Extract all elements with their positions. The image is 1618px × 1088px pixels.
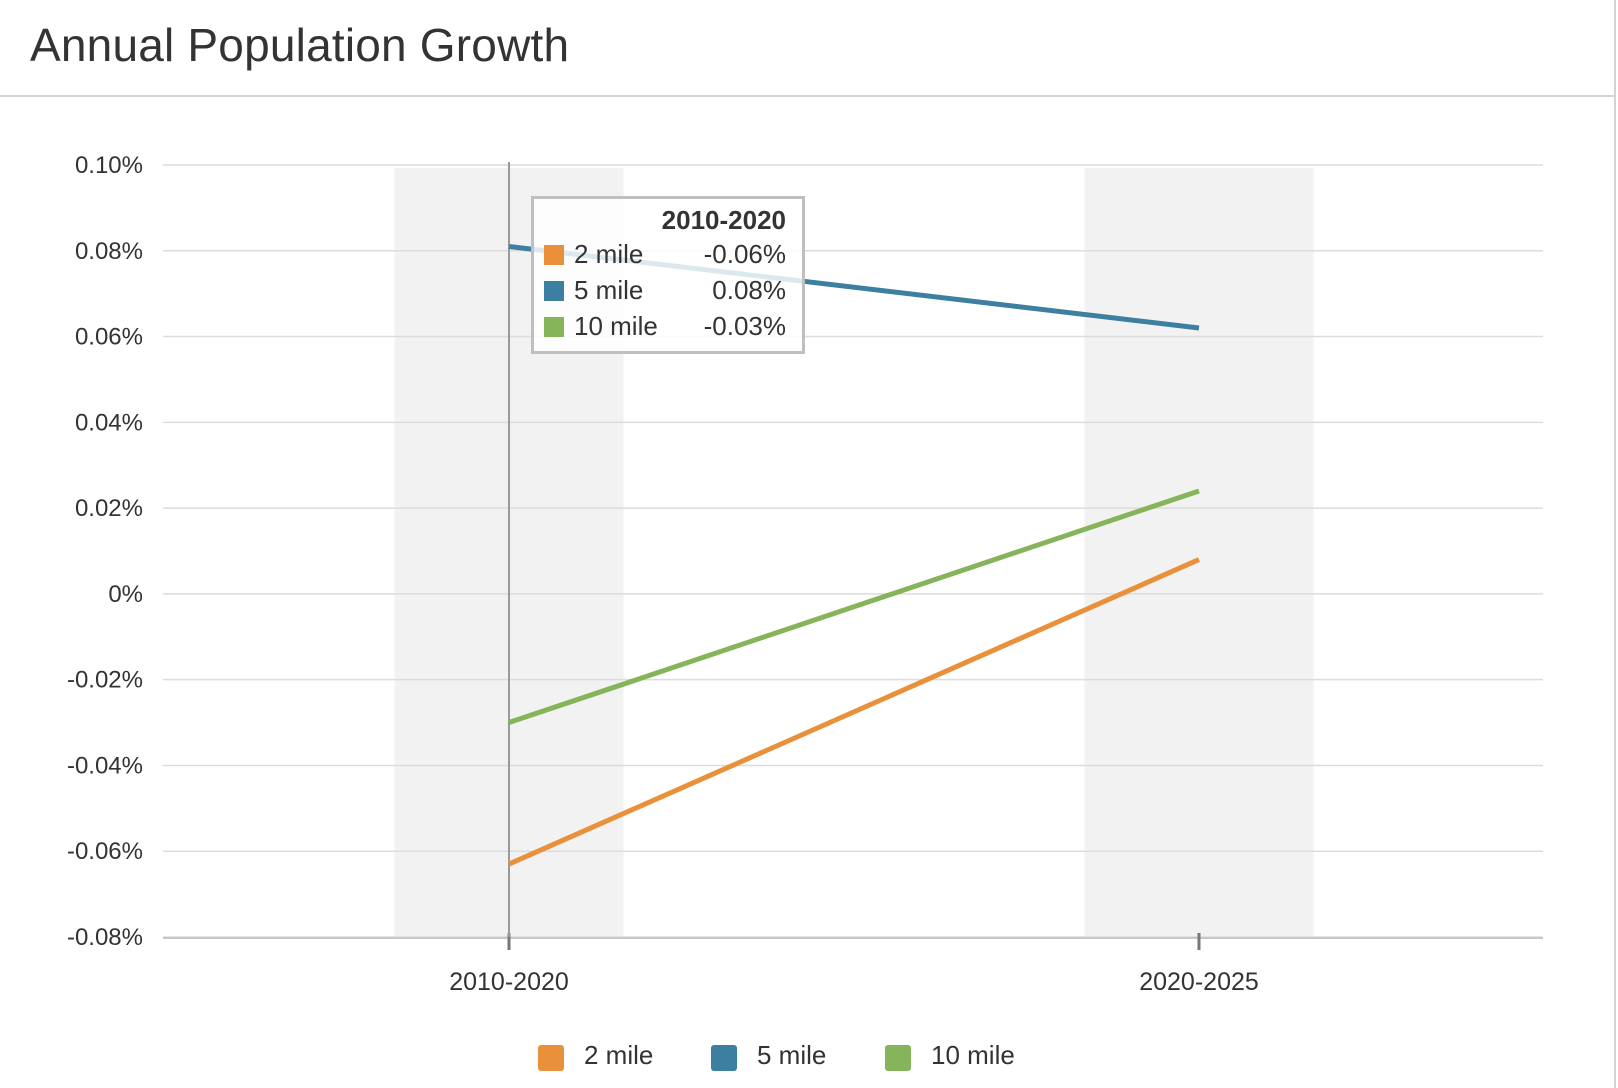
legend-label: 5 mile: [757, 1040, 827, 1070]
tooltip-swatch-5-mile: [544, 281, 564, 301]
y-tick-label: -0.08%: [67, 924, 143, 951]
chart-title: Annual Population Growth: [30, 19, 570, 71]
tooltip-label: 5 mile: [574, 275, 644, 305]
legend-swatch-2-mile: [538, 1045, 564, 1071]
tooltip-row-5-mile: 5 mile 0.08%: [544, 275, 786, 307]
y-tick-label: -0.06%: [67, 838, 143, 865]
panel-header: Annual Population Growth: [0, 0, 1614, 97]
tooltip-swatch-2-mile: [544, 245, 564, 265]
y-tick-label: -0.02%: [67, 667, 143, 694]
tooltip-value: 0.08%: [712, 275, 786, 305]
legend-swatch-5-mile: [711, 1045, 737, 1071]
category-band: [1084, 168, 1314, 937]
y-tick-label: 0.02%: [75, 495, 143, 522]
series-line-10-mile: [508, 488, 1200, 725]
tooltip-row-10-mile: 10 mile -0.03%: [544, 311, 786, 343]
tooltip-label: 10 mile: [574, 311, 658, 341]
y-tick-label: 0.08%: [75, 238, 143, 265]
tooltip-label: 2 mile: [574, 239, 644, 269]
tooltip-title: 2010-2020: [661, 205, 786, 235]
y-tick-label: 0%: [108, 581, 143, 608]
legend-label: 10 mile: [931, 1040, 1015, 1070]
y-tick-label: 0.06%: [75, 324, 143, 351]
legend-swatch-10-mile: [885, 1045, 911, 1071]
series-line-2-mile: [507, 557, 1201, 867]
legend-label: 2 mile: [584, 1040, 654, 1070]
y-tick-label: -0.04%: [67, 752, 143, 779]
chart-tooltip: 2010-2020 2 mile -0.06% 5 mile 0.08% 10 …: [531, 196, 805, 354]
y-tick-label: 0.04%: [75, 409, 143, 436]
chart-legend: 2 mile 5 mile 10 mile: [0, 1038, 1618, 1078]
tooltip-value: -0.06%: [703, 239, 786, 269]
tooltip-swatch-10-mile: [544, 317, 564, 337]
x-tick-label: 2010-2020: [449, 968, 569, 996]
y-tick-label: 0.10%: [75, 152, 143, 179]
x-tick-label: 2020-2025: [1139, 968, 1259, 996]
tooltip-value: -0.03%: [703, 311, 786, 341]
tooltip-row-2-mile: 2 mile -0.06%: [544, 239, 786, 271]
